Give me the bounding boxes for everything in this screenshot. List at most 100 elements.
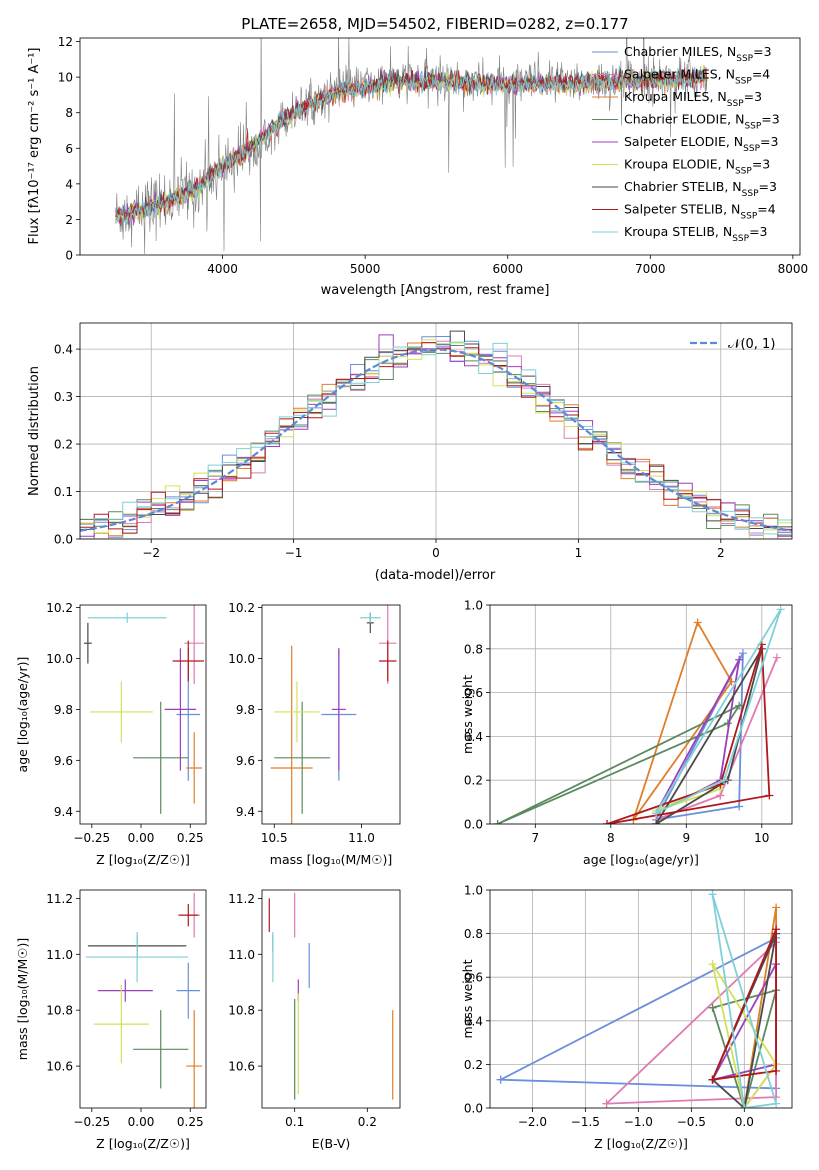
- axes-massweight-vs-age: 7 8 9 10 0.0 0.2 0.4 0.6 0.8 1.0 age [log₁₀(age/yr…: [460, 599, 793, 867]
- x-tick-label: 5000: [350, 262, 381, 276]
- series-marker: [720, 776, 729, 785]
- x-axis-label: Z [log₁₀(Z/Z☉)]: [594, 1136, 688, 1151]
- x-axis-label: wavelength [Angstrom, rest frame]: [321, 283, 550, 298]
- y-tick-label: 10.8: [228, 1004, 255, 1018]
- figure-title: PLATE=2658, MJD=54502, FIBERID=0282, z=0…: [241, 15, 628, 33]
- series-marker: [496, 1075, 505, 1084]
- data-point-5: [331, 648, 346, 771]
- series-7: [655, 648, 763, 824]
- data-point-4: [133, 701, 189, 814]
- axes-frame: [261, 889, 401, 1109]
- series-marker: [738, 649, 747, 658]
- data-point-8: [178, 903, 199, 927]
- x-tick-label: 8: [607, 831, 615, 845]
- x-tick-label: 7000: [635, 262, 666, 276]
- y-tick-label: 0: [65, 249, 73, 263]
- x-tick-label: −0.5: [677, 1115, 706, 1129]
- axes-mass-vs-EBV: 0.1 0.2 10.6 10.8 11.0 11.2 E(B-V): [228, 889, 401, 1151]
- axes-frame: [489, 604, 793, 825]
- series-marker: [735, 701, 744, 710]
- x-tick-label: 9: [682, 831, 690, 845]
- y-tick-label: 9.6: [54, 754, 73, 768]
- data-point-5: [97, 979, 153, 1002]
- series-marker: [652, 809, 661, 818]
- series-9: [655, 608, 782, 814]
- axes-frame: [79, 889, 207, 1109]
- plot-area-mass-vs-Z: [85, 892, 203, 1108]
- x-tick-label: −2: [142, 546, 160, 560]
- series-marker: [772, 1066, 781, 1075]
- y-tick-label: 1.0: [464, 599, 483, 613]
- series-marker: [708, 1075, 717, 1084]
- data-point-9: [85, 931, 189, 983]
- x-tick-label: 10.5: [261, 831, 288, 845]
- y-tick-label: 10.0: [228, 652, 255, 666]
- data-point-4: [133, 1010, 189, 1089]
- y-tick-label: 0.4: [464, 730, 483, 744]
- series-marker: [602, 1099, 611, 1108]
- y-tick-label: 0.4: [464, 1014, 483, 1028]
- data-point-3: [270, 645, 313, 824]
- x-tick-label: 0.00: [128, 1115, 155, 1129]
- y-tick-label: 9.8: [236, 703, 255, 717]
- y-tick-label: 11.2: [228, 892, 255, 906]
- y-tick-label: 0.3: [54, 390, 73, 404]
- y-tick-label: 0.6: [464, 971, 483, 985]
- y-axis-label: mass [log₁₀(M/M☉)]: [15, 938, 30, 1060]
- y-tick-label: 10.0: [46, 652, 73, 666]
- x-tick-label: 7: [531, 831, 539, 845]
- y-tick-label: 8: [65, 106, 73, 120]
- y-tick-label: 11.0: [46, 948, 73, 962]
- y-tick-label: 9.4: [54, 805, 73, 819]
- model-spectrum-9: [115, 71, 707, 225]
- series-marker: [693, 618, 702, 627]
- plot-area-massweight-vs-age: [493, 605, 785, 824]
- series-9: [711, 894, 778, 1108]
- y-tick-label: 0.0: [464, 1102, 483, 1116]
- x-tick-label: 0.1: [285, 1115, 304, 1129]
- axes-massweight-vs-Z: −2.0 −1.5 −1.0 −0.5 0.0 0.0 0.2 0.4 0.6 0.8 1.0 Z […: [460, 884, 793, 1151]
- axes-frame: [489, 889, 793, 1109]
- y-axis-label: Flux [fλ10⁻¹⁷ erg cm⁻² s⁻¹ A⁻¹]: [27, 48, 42, 245]
- histogram-8: [80, 342, 792, 539]
- x-tick-label: 0.2: [358, 1115, 377, 1129]
- data-point-2: [184, 605, 205, 684]
- series-marker: [735, 655, 744, 664]
- series-marker: [772, 1099, 781, 1108]
- y-tick-label: 0.4: [54, 343, 73, 357]
- series-marker: [708, 960, 717, 969]
- series-3: [632, 620, 733, 821]
- y-tick-label: 9.4: [236, 805, 255, 819]
- series-6: [711, 963, 778, 1108]
- y-axis-label: age [log₁₀(age/yr)]: [15, 657, 30, 773]
- series-marker: [727, 677, 736, 686]
- x-tick-label: −1.0: [624, 1115, 653, 1129]
- y-tick-label: 0.8: [464, 927, 483, 941]
- y-tick-label: 10: [58, 71, 73, 85]
- data-point-6: [274, 681, 320, 743]
- x-tick-label: 0.25: [177, 831, 204, 845]
- x-axis-label: age [log₁₀(age/yr)]: [583, 852, 699, 867]
- x-tick-label: 0.0: [735, 1115, 754, 1129]
- axes-residuals: −2 −1 0 1 2 0.0 0.1 0.2 0.3 0.4 (data-model)/error…: [27, 322, 793, 583]
- plot-area-massweight-vs-Z: [496, 890, 781, 1108]
- axes-frame: [261, 604, 401, 825]
- y-tick-label: 0.2: [464, 774, 483, 788]
- x-tick-label: −1.5: [571, 1115, 600, 1129]
- y-tick-label: 10.8: [46, 1004, 73, 1018]
- legend-entry: 𝒩(0, 1): [728, 337, 775, 352]
- y-tick-label: 1.0: [464, 884, 483, 898]
- x-tick-label: −2.0: [518, 1115, 547, 1129]
- histogram-9: [80, 341, 792, 539]
- series-marker: [603, 820, 612, 824]
- y-tick-label: 0.0: [464, 818, 483, 832]
- data-point-9: [359, 612, 381, 623]
- y-tick-label: 12: [58, 35, 73, 49]
- x-axis-label: (data-model)/error: [375, 568, 496, 583]
- y-tick-label: 0.0: [54, 533, 73, 547]
- y-tick-label: 9.8: [54, 703, 73, 717]
- y-tick-label: 6: [65, 142, 73, 156]
- x-tick-label: −0.25: [73, 831, 110, 845]
- series-marker: [723, 719, 732, 728]
- axes-age-vs-mass: 10.5 11.0 9.4 9.6 9.8 10.0 10.2 mass [log₁₀(M/M…: [228, 601, 401, 867]
